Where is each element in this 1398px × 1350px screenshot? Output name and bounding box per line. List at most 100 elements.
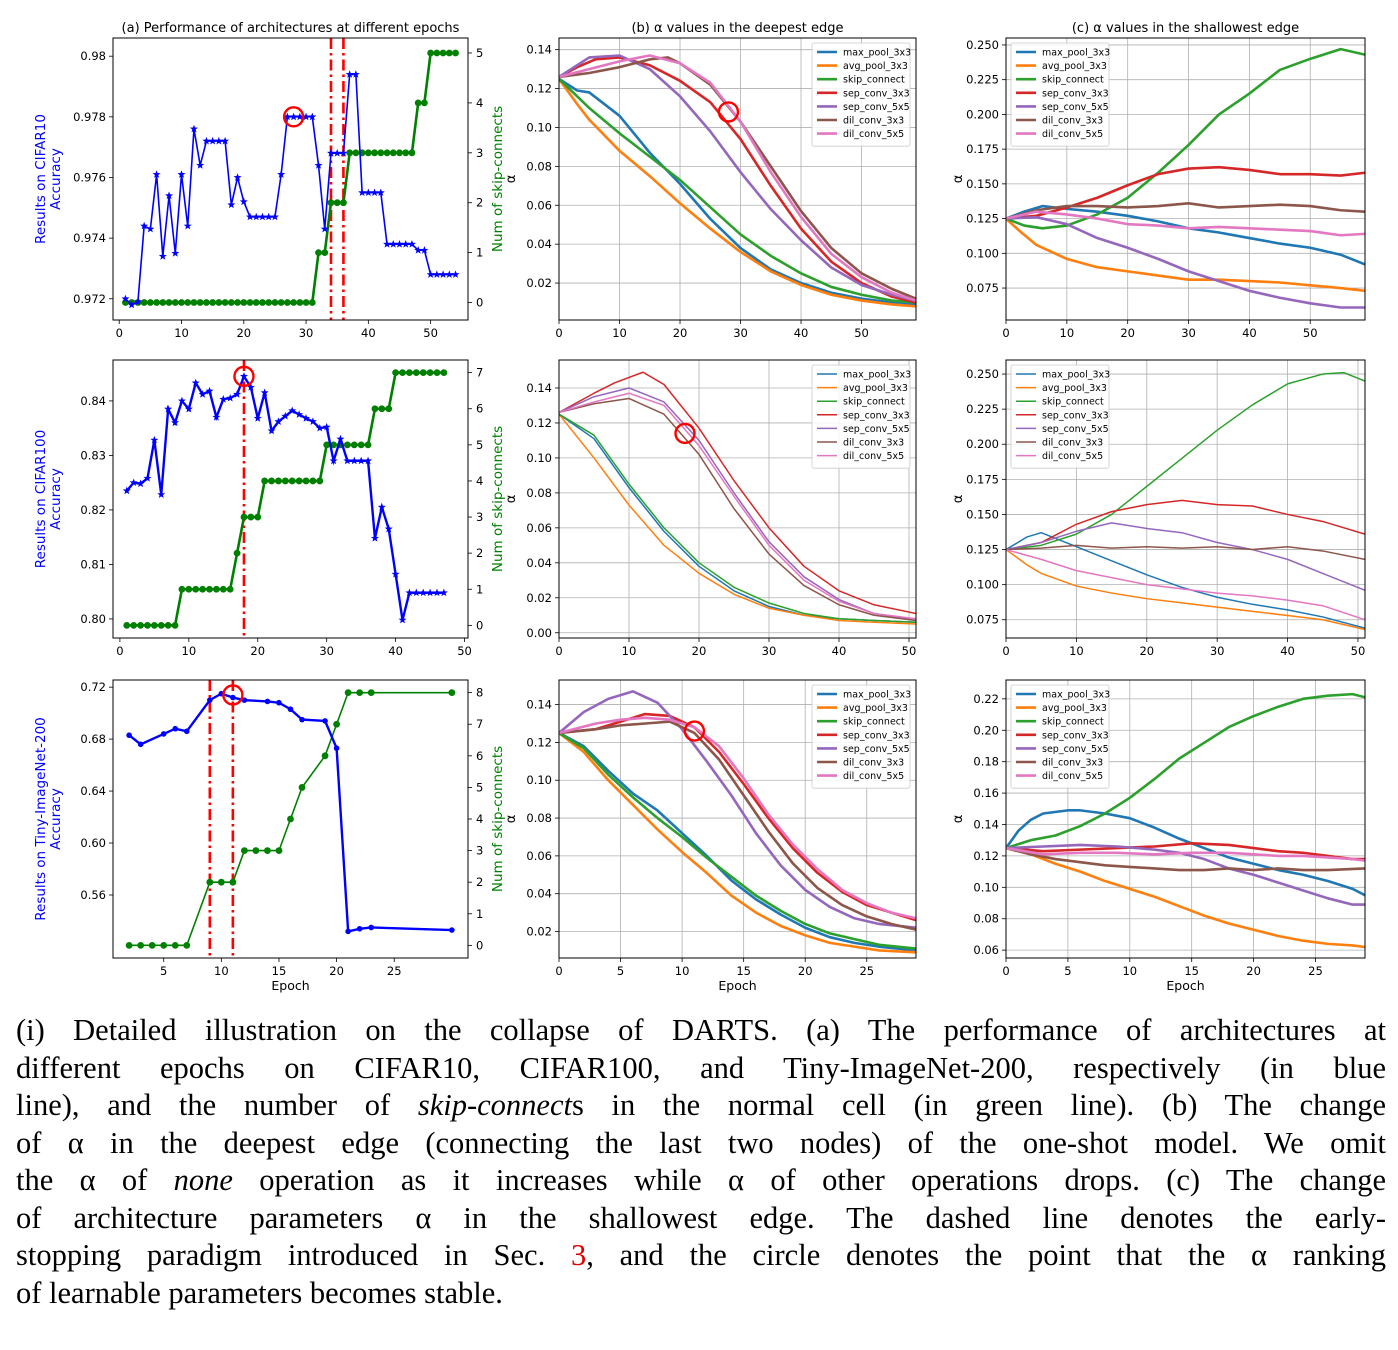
legend-label: avg_pool_3x3 <box>843 61 908 72</box>
skip-connects-point <box>289 478 296 485</box>
skip-connects-point <box>172 942 179 949</box>
y-tick-label: 0.02 <box>526 925 552 939</box>
caption-line-6: of architecture parameters α in the shal… <box>16 1200 1386 1238</box>
skip-connects-point <box>229 879 236 886</box>
accuracy-point <box>172 726 178 732</box>
y-tick-label: 0.150 <box>966 177 999 191</box>
legend-label: dil_conv_3x3 <box>843 438 904 449</box>
y-tick-label-right: 2 <box>476 196 483 210</box>
y-tick-label-right: 5 <box>476 438 483 452</box>
skip-connects-point <box>415 99 422 106</box>
y-tick-label: 0.04 <box>526 556 552 570</box>
series-line-dil_conv_3x3 <box>1006 203 1365 218</box>
y-axis-label-line: Accuracy <box>48 468 64 530</box>
skip-connects-point <box>261 478 268 485</box>
accuracy-point <box>290 113 298 121</box>
caption-text: , and the circle denotes the point that … <box>586 1238 1386 1272</box>
x-tick-label: 30 <box>299 326 314 340</box>
skip-connects-point <box>253 299 260 306</box>
skip-connects-point <box>371 149 378 156</box>
caption-line-2: different epochs on CIFAR10, CIFAR100, a… <box>16 1050 1386 1088</box>
skip-connects-point <box>452 50 459 57</box>
skip-connects-point <box>209 299 216 306</box>
skip-connects-point <box>218 879 225 886</box>
x-axis-label: Epoch <box>1166 978 1204 993</box>
skip-connects-point <box>390 149 397 156</box>
y-tick-label: 0.200 <box>966 107 999 121</box>
accuracy-point <box>161 731 167 737</box>
skip-connects-point <box>346 149 353 156</box>
x-tick-label: 40 <box>832 644 847 658</box>
y-tick-label: 0.125 <box>966 543 999 557</box>
y-tick-label: 0.20 <box>973 723 999 737</box>
x-tick-label: 50 <box>1351 644 1366 658</box>
skip-connects-point <box>321 249 328 256</box>
legend-label: dil_conv_5x5 <box>843 451 904 462</box>
legend-label: skip_connect <box>1042 75 1104 86</box>
legend-label: sep_conv_5x5 <box>1042 744 1109 755</box>
skip-connects-point <box>123 622 130 629</box>
x-tick-label: 40 <box>361 326 376 340</box>
y-tick-label: 0.12 <box>526 82 552 96</box>
chart-title: (b) α values in the deepest edge <box>631 21 843 36</box>
accuracy-point <box>157 490 165 498</box>
skip-connects-point <box>254 514 261 521</box>
x-tick-label: 10 <box>174 326 189 340</box>
legend-label: sep_conv_5x5 <box>843 424 910 435</box>
legend-label: skip_connect <box>843 397 905 408</box>
skip-connects-point <box>310 478 317 485</box>
accuracy-point <box>357 926 363 932</box>
y-tick-label: 0.06 <box>526 198 552 212</box>
skip-connects-point <box>399 369 406 376</box>
y-axis-label-line: Results on CIFAR10 <box>33 114 49 244</box>
x-tick-label: 0 <box>116 326 123 340</box>
y-tick-label-left: 0.974 <box>73 231 106 245</box>
y-axis-label: α <box>951 175 966 184</box>
y-tick-label-right: 3 <box>476 844 483 858</box>
section-reference-link[interactable]: 3 <box>571 1238 586 1272</box>
x-tick-label: 25 <box>859 964 874 978</box>
y-axis-label: α <box>951 495 966 504</box>
x-tick-label: 20 <box>1246 964 1261 978</box>
caption-text: s in the normal cell (in green line). (b… <box>572 1088 1386 1122</box>
skip-connects-point <box>282 478 289 485</box>
accuracy-point <box>402 240 410 248</box>
skip-connects-point <box>159 299 166 306</box>
legend-label: sep_conv_5x5 <box>843 744 910 755</box>
accuracy-point <box>389 240 397 248</box>
x-tick-label: 0 <box>555 964 562 978</box>
legend-label: dil_conv_5x5 <box>843 771 904 782</box>
y-tick-label-right: 4 <box>476 812 483 826</box>
x-tick-label: 30 <box>1210 644 1225 658</box>
x-tick-label: 20 <box>1139 644 1154 658</box>
skip-connects-point <box>392 369 399 376</box>
y-tick-label: 0.08 <box>973 912 999 926</box>
x-tick-label: 30 <box>319 644 334 658</box>
y-tick-label: 0.150 <box>966 507 999 521</box>
caption-line-3: line), and the number of skip-connects i… <box>16 1087 1386 1125</box>
skip-connects-point <box>427 50 434 57</box>
x-tick-label: 20 <box>798 964 813 978</box>
skip-connects-point <box>421 99 428 106</box>
y-tick-label-right: 7 <box>476 717 483 731</box>
legend-label: dil_conv_3x3 <box>1042 438 1103 449</box>
y-tick-label: 0.100 <box>966 578 999 592</box>
skip-connects-point <box>185 586 192 593</box>
skip-connects-line <box>127 373 444 626</box>
y-tick-label-left: 0.81 <box>80 557 106 571</box>
x-tick-label: 15 <box>736 964 751 978</box>
y-axis-label-line: Accuracy <box>48 788 64 850</box>
legend-label: max_pool_3x3 <box>1042 690 1110 701</box>
skip-connects-point <box>126 942 133 949</box>
skip-connects-point <box>440 50 447 57</box>
skip-connects-point <box>316 478 323 485</box>
accuracy-point <box>371 534 379 542</box>
y-tick-label-right: 1 <box>476 907 483 921</box>
accuracy-point <box>196 161 204 169</box>
x-tick-label: 10 <box>675 964 690 978</box>
caption-text: line), and the number of <box>16 1088 418 1122</box>
accuracy-point <box>439 270 447 278</box>
skip-connects-point <box>296 299 303 306</box>
y-tick-label: 0.14 <box>526 43 552 57</box>
y-tick-label: 0.08 <box>526 159 552 173</box>
